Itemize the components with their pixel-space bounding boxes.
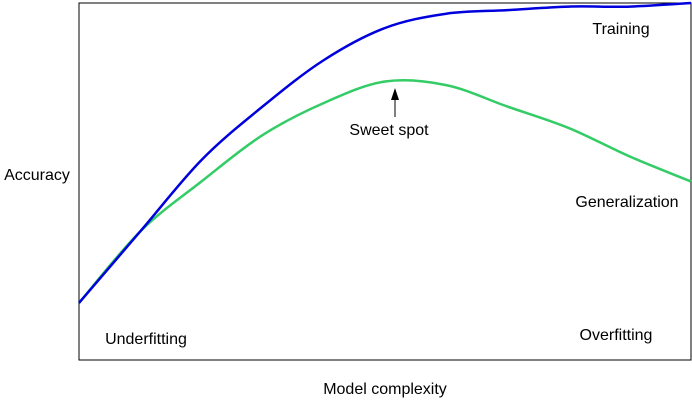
x-axis-label: Model complexity bbox=[323, 381, 447, 398]
annotation: Overfitting bbox=[580, 327, 653, 344]
series-label: Generalization bbox=[575, 194, 678, 211]
series-label: Training bbox=[592, 21, 649, 38]
y-axis-label: Accuracy bbox=[4, 167, 70, 184]
line bbox=[78, 79, 692, 304]
annotation: Underfitting bbox=[105, 331, 187, 348]
arrow-head bbox=[391, 88, 399, 100]
line bbox=[78, 1, 692, 304]
annotation: Sweet spot bbox=[349, 122, 429, 139]
plot-frame bbox=[78, 2, 692, 361]
